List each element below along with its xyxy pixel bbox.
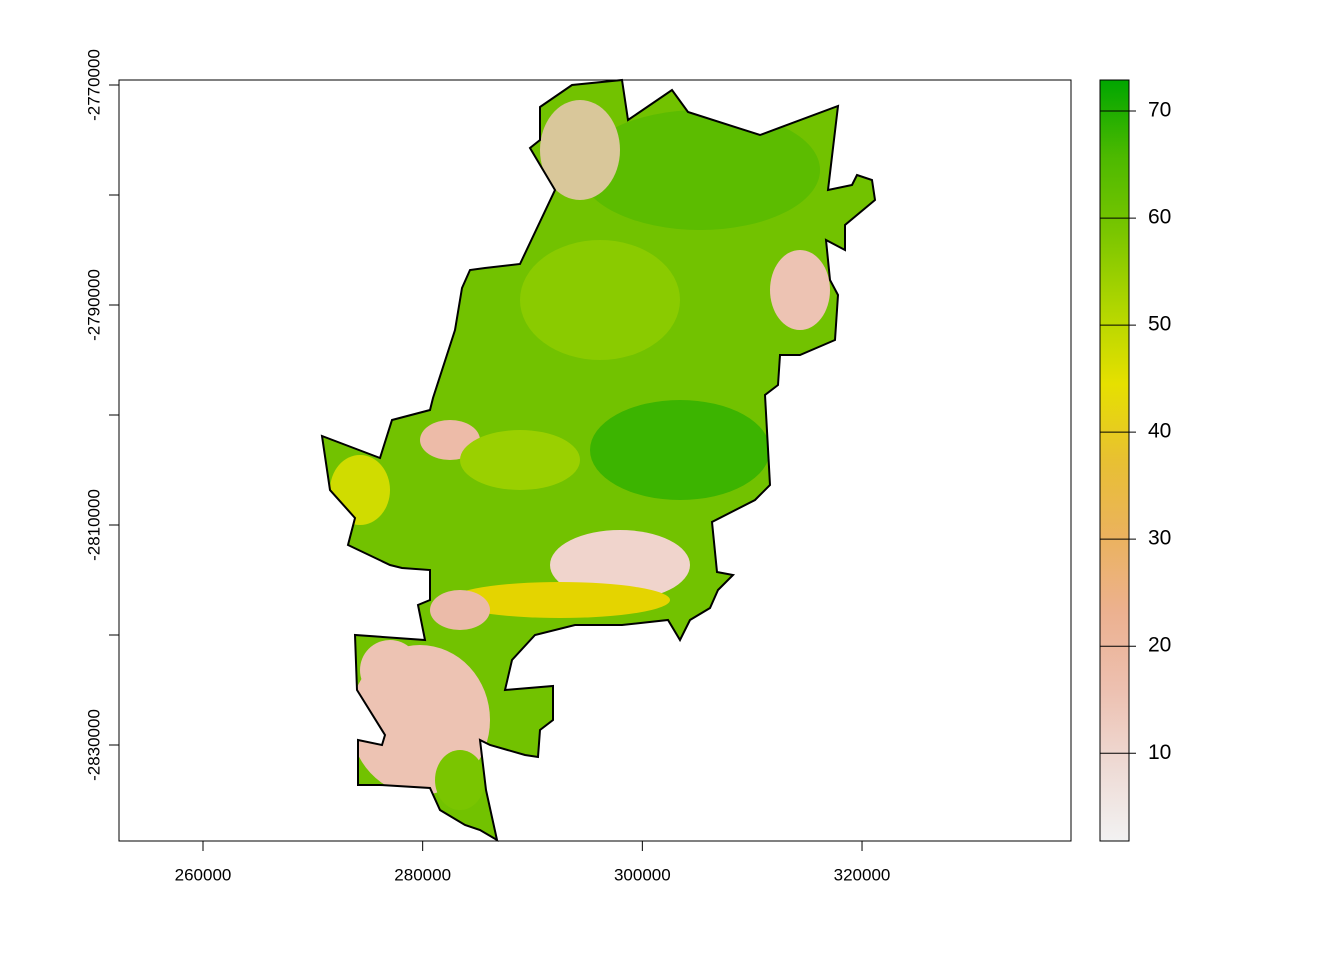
x-tick-label: 300000 <box>614 865 671 884</box>
colorbar-tick-label: 20 <box>1148 634 1171 657</box>
colorbar-tick-label: 40 <box>1148 420 1171 443</box>
colorbar-tick-label: 30 <box>1148 527 1171 550</box>
colorbar-tick-label: 70 <box>1148 99 1171 122</box>
y-tick-label: -2830000 <box>84 709 103 781</box>
colorbar-fill <box>1099 79 1130 842</box>
y-tick-label: -2770000 <box>84 49 103 121</box>
colorbar-tick-label: 10 <box>1148 741 1171 764</box>
x-tick-label: 280000 <box>394 865 451 884</box>
y-tick-label: -2810000 <box>84 489 103 561</box>
x-tick-label: 320000 <box>834 865 891 884</box>
colorbar: 10 20 30 40 50 60 70 <box>1099 79 1171 842</box>
x-tick-label: 260000 <box>175 865 232 884</box>
raster <box>322 80 875 840</box>
colorbar-tick-label: 60 <box>1148 206 1171 229</box>
y-tick-label: -2790000 <box>84 269 103 341</box>
colorbar-tick-label: 50 <box>1148 313 1171 336</box>
